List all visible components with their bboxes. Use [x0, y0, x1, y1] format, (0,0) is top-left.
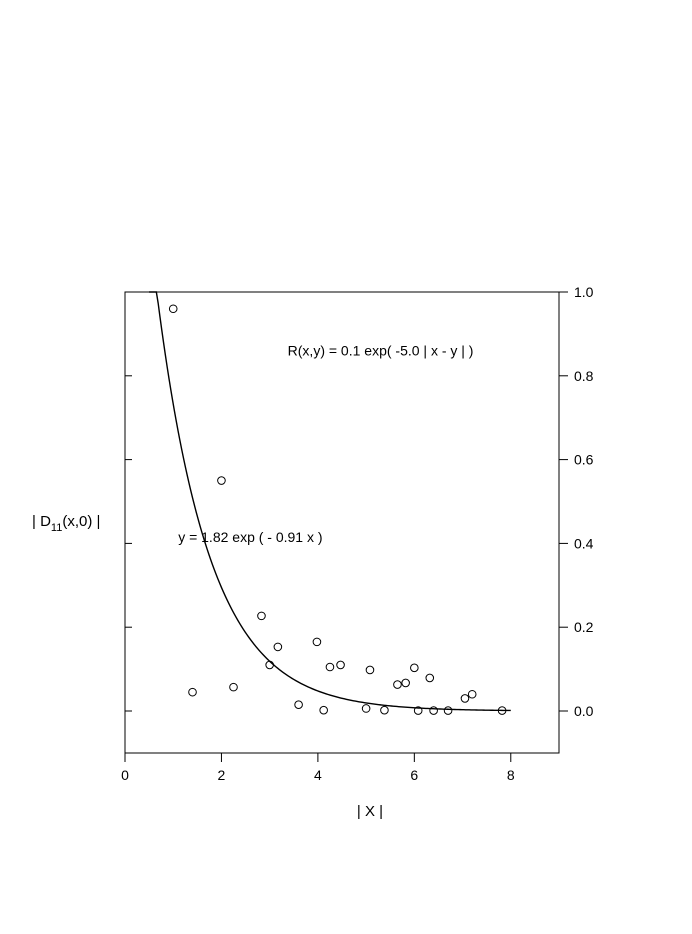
data-point [361, 704, 371, 713]
data-point [425, 673, 435, 683]
data-point [273, 642, 283, 652]
data-point [401, 678, 410, 688]
data-point [319, 705, 328, 715]
fit-curve [149, 291, 511, 712]
y-axis-title-suffix: (x,0) | [62, 513, 100, 530]
y-axis-title: | D11(x,0) | [32, 513, 100, 534]
data-point [312, 637, 322, 647]
y-tick-label: 0.8 [574, 368, 594, 384]
data-point [257, 611, 266, 621]
plot-frame [124, 291, 560, 754]
y-tick-label: 0.0 [574, 703, 594, 719]
data-point [497, 706, 507, 715]
annotation-label: y = 1.82 exp ( - 0.91 x ) [178, 529, 322, 545]
x-axis: 0 2 4 6 8 [121, 753, 515, 783]
x-axis-title: | X | [357, 803, 383, 820]
data-point [168, 304, 178, 314]
y-axis: 0.0 0.2 0.4 0.6 0.8 1.0 [125, 284, 594, 719]
annotation-label: R(x,y) = 0.1 exp( -5.0 | x - y | ) [288, 343, 474, 359]
data-point [336, 660, 345, 670]
data-point [294, 700, 303, 710]
data-point [188, 687, 197, 697]
data-point [265, 660, 274, 670]
y-axis-title-subscript: 11 [51, 522, 62, 534]
annotations: R(x,y) = 0.1 exp( -5.0 | x - y | ) y = 1.… [178, 343, 473, 545]
x-tick-label: 0 [121, 767, 129, 783]
data-point [410, 663, 419, 673]
data-point [413, 706, 423, 715]
data-points [168, 304, 507, 715]
data-point [443, 706, 453, 715]
data-point [460, 694, 470, 703]
y-tick-label: 0.4 [574, 535, 594, 551]
data-point [393, 680, 402, 689]
data-point [380, 705, 389, 715]
y-axis-title-prefix: | D [32, 513, 51, 530]
data-point [325, 662, 335, 672]
y-tick-label: 0.2 [574, 619, 594, 635]
y-tick-label: 1.0 [574, 284, 594, 300]
data-point [429, 706, 438, 715]
data-point [217, 476, 226, 485]
y-tick-label: 0.6 [574, 452, 594, 468]
data-point [229, 682, 238, 692]
x-tick-label: 8 [507, 767, 515, 783]
data-point [467, 689, 477, 699]
x-tick-label: 6 [410, 767, 418, 783]
x-tick-label: 4 [314, 767, 322, 783]
x-tick-label: 2 [218, 767, 226, 783]
data-point [365, 665, 375, 675]
